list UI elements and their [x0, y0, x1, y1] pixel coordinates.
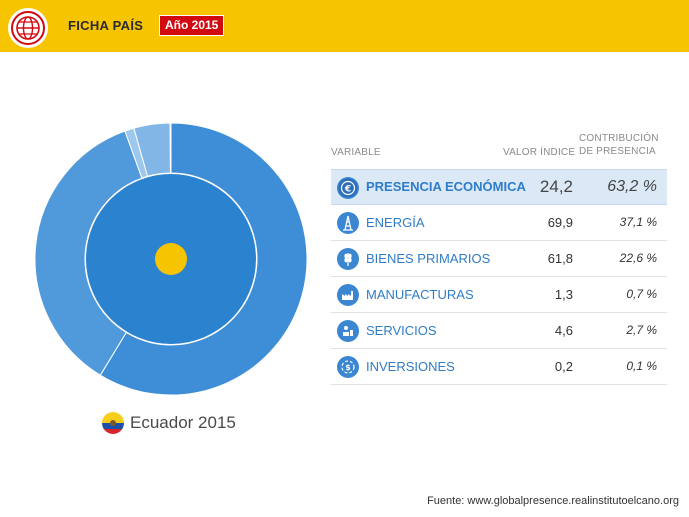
center-dot — [155, 243, 187, 275]
svg-text:$: $ — [345, 363, 351, 372]
euro-icon: € — [337, 177, 359, 199]
source-note: Fuente: www.globalpresence.realinstituto… — [427, 495, 679, 507]
wheat-icon — [337, 248, 359, 270]
oil-derrick-icon — [337, 212, 359, 234]
country-caption: Ecuador 2015 — [102, 412, 236, 434]
row-label: INVERSIONES — [366, 359, 455, 374]
table-row-presencia-economica[interactable]: € PRESENCIA ECONÓMICA 24,2 63,2 % — [331, 169, 667, 205]
row-contribution: 22,6 % — [619, 251, 657, 265]
row-value: 69,9 — [547, 215, 573, 230]
row-label: MANUFACTURAS — [366, 287, 474, 302]
row-contribution: 63,2 % — [607, 178, 657, 195]
col-header-contribution: CONTRIBUCIÓN DE PRESENCIA — [579, 132, 659, 158]
factory-icon — [337, 284, 359, 306]
year-badge: Año 2015 — [159, 15, 225, 36]
table-row-manufacturas[interactable]: MANUFACTURAS 1,3 0,7 % — [331, 277, 667, 313]
row-value: 24,2 — [539, 177, 573, 196]
ecuador-flag-icon — [102, 412, 124, 434]
row-label: SERVICIOS — [366, 323, 437, 338]
header-bar: FICHA PAÍS Año 2015 — [0, 0, 689, 52]
outer-ring-slice-0 — [99, 122, 308, 396]
outer-ring-slice-4 — [169, 122, 172, 174]
services-icon — [337, 320, 359, 342]
outer-ring-slice-1 — [34, 130, 143, 376]
row-label: ENERGÍA — [366, 215, 425, 230]
col-header-contribution-line2: DE PRESENCIA — [579, 146, 656, 157]
row-label: BIENES PRIMARIOS — [366, 251, 491, 266]
investment-icon: $ — [337, 356, 359, 378]
row-value: 1,3 — [554, 287, 573, 302]
country-label: Ecuador 2015 — [130, 413, 236, 432]
row-value: 61,8 — [547, 251, 573, 266]
row-value: 0,2 — [554, 359, 573, 374]
table-row-servicios[interactable]: SERVICIOS 4,6 2,7 % — [331, 313, 667, 349]
row-contribution: 37,1 % — [619, 215, 657, 229]
row-label: PRESENCIA ECONÓMICA — [366, 179, 526, 194]
col-header-value: VALOR ÍNDICE — [503, 147, 576, 158]
presence-donut-chart — [34, 122, 308, 396]
row-contribution: 0,1 % — [626, 359, 657, 373]
table-row-bienes-primarios[interactable]: BIENES PRIMARIOS 61,8 22,6 % — [331, 241, 667, 277]
page-title: FICHA PAÍS — [68, 18, 144, 33]
svg-text:€: € — [344, 185, 351, 195]
row-contribution: 0,7 % — [626, 287, 657, 301]
globe-logo-icon — [8, 8, 48, 48]
col-header-variable: VARIABLE — [331, 147, 381, 158]
row-contribution: 2,7 % — [626, 323, 657, 337]
col-header-contribution-line1: CONTRIBUCIÓN — [579, 133, 659, 144]
table-row-energia[interactable]: ENERGÍA 69,9 37,1 % — [331, 205, 667, 241]
table-row-inversiones[interactable]: $ INVERSIONES 0,2 0,1 % — [331, 349, 667, 385]
row-value: 4,6 — [554, 323, 573, 338]
